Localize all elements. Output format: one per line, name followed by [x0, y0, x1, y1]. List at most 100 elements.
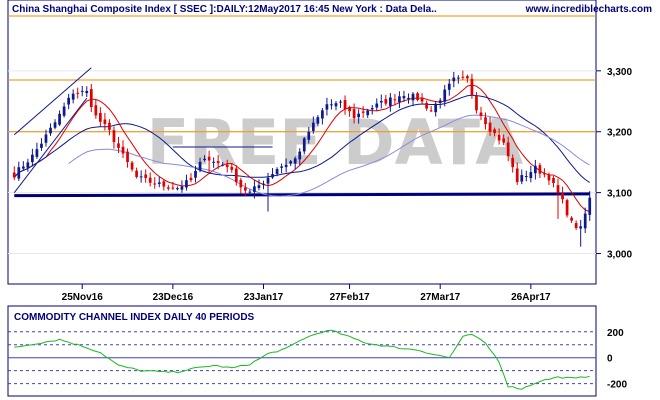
candle-body: [583, 213, 587, 229]
candle-body: [438, 100, 442, 103]
candle-body: [302, 138, 306, 152]
candle-body: [520, 175, 524, 182]
candle-body: [425, 102, 428, 109]
candle-body: [275, 169, 279, 175]
price-annotations: [8, 15, 596, 198]
candle-body: [71, 93, 75, 100]
candle-body: [244, 187, 247, 191]
candle-body: [466, 76, 469, 79]
candle-body: [239, 179, 243, 188]
candle-body: [21, 166, 25, 169]
candle-body: [176, 188, 179, 190]
candle-body: [384, 99, 388, 104]
date-tick-label: 23Dec16: [153, 292, 194, 303]
candle-body: [565, 200, 569, 216]
candle-body: [515, 168, 519, 183]
candle-body: [99, 112, 102, 122]
candle-body: [470, 78, 474, 96]
candle-body: [475, 95, 478, 111]
cci-line: [14, 329, 590, 390]
price-candles: [12, 70, 592, 247]
candle-body: [80, 90, 84, 92]
candle-body: [556, 185, 560, 193]
candle-body: [234, 168, 238, 183]
candle-body: [284, 164, 288, 168]
candle-body: [325, 104, 329, 110]
candle-body: [370, 108, 374, 110]
candle-body: [416, 93, 419, 100]
price-y-axis: 3,000 3,100 3,200 3,300: [596, 67, 632, 261]
date-tick-label: 23Jan17: [244, 292, 284, 303]
watermark: FREE DATA: [147, 106, 523, 179]
candle-body: [352, 109, 356, 119]
candle-body: [280, 166, 283, 168]
candle-body: [298, 151, 302, 160]
candle-body: [375, 103, 379, 108]
candle-body: [108, 122, 111, 130]
candle-body: [339, 101, 342, 103]
candle-body: [579, 226, 583, 229]
candle-body: [203, 158, 206, 161]
candle-body: [348, 106, 351, 112]
candle-body: [144, 174, 148, 178]
candle-body: [166, 187, 170, 189]
candle-body: [407, 97, 410, 99]
candle-body: [53, 122, 57, 128]
candle-body: [44, 134, 48, 143]
candle-body: [411, 93, 415, 101]
candle-body: [379, 101, 383, 103]
candle-body: [552, 178, 555, 184]
candle-body: [157, 182, 161, 184]
candle-body: [529, 172, 533, 179]
candle-body: [17, 167, 21, 179]
date-tick-label: 27Feb17: [330, 292, 370, 303]
candle-body: [484, 117, 487, 125]
cci-levels: [8, 331, 596, 385]
candle-body: [121, 146, 125, 154]
price-tick-label: 3,100: [607, 189, 632, 200]
candle-body: [225, 164, 229, 168]
candle-body: [162, 181, 166, 187]
candle-body: [31, 154, 34, 163]
date-tick-label: 27Mar17: [420, 292, 460, 303]
price-tick-label: 3,300: [607, 67, 632, 78]
cci-tick-label: 0: [607, 354, 613, 365]
candle-body: [393, 99, 397, 101]
trend-line-support: [14, 192, 590, 198]
candle-body: [456, 77, 460, 79]
candle-body: [402, 96, 406, 99]
price-tick-label: 3,000: [607, 250, 632, 261]
candle-body: [524, 175, 528, 177]
candle-body: [62, 106, 66, 116]
candle-body: [447, 83, 451, 90]
candle-body: [366, 110, 370, 116]
candle-body: [58, 113, 61, 125]
candle-body: [398, 96, 401, 103]
candle-body: [12, 172, 16, 178]
candle-body: [311, 122, 315, 131]
candle-body: [94, 105, 98, 116]
candle-body: [389, 97, 392, 106]
moving-average-long: [68, 114, 590, 197]
cci-title: COMMODITY CHANNEL INDEX DAILY 40 PERIODS: [14, 312, 255, 323]
candle-body: [230, 166, 234, 170]
candle-body: [588, 197, 592, 215]
candle-body: [117, 143, 120, 148]
candle-body: [189, 177, 193, 181]
candle-body: [76, 92, 80, 94]
candle-body: [262, 183, 265, 185]
candle-body: [330, 104, 333, 106]
site-name: www.incrediblecharts.com: [525, 4, 652, 15]
candle-body: [135, 170, 138, 177]
candle-body: [561, 193, 564, 200]
candle-body: [253, 186, 256, 192]
candle-body: [334, 103, 338, 107]
candle-body: [194, 170, 197, 178]
candle-body: [257, 185, 261, 189]
candle-body: [461, 76, 465, 78]
candle-body: [493, 129, 496, 134]
candle-body: [316, 117, 320, 124]
candle-body: [185, 180, 188, 188]
candle-body: [35, 149, 39, 157]
